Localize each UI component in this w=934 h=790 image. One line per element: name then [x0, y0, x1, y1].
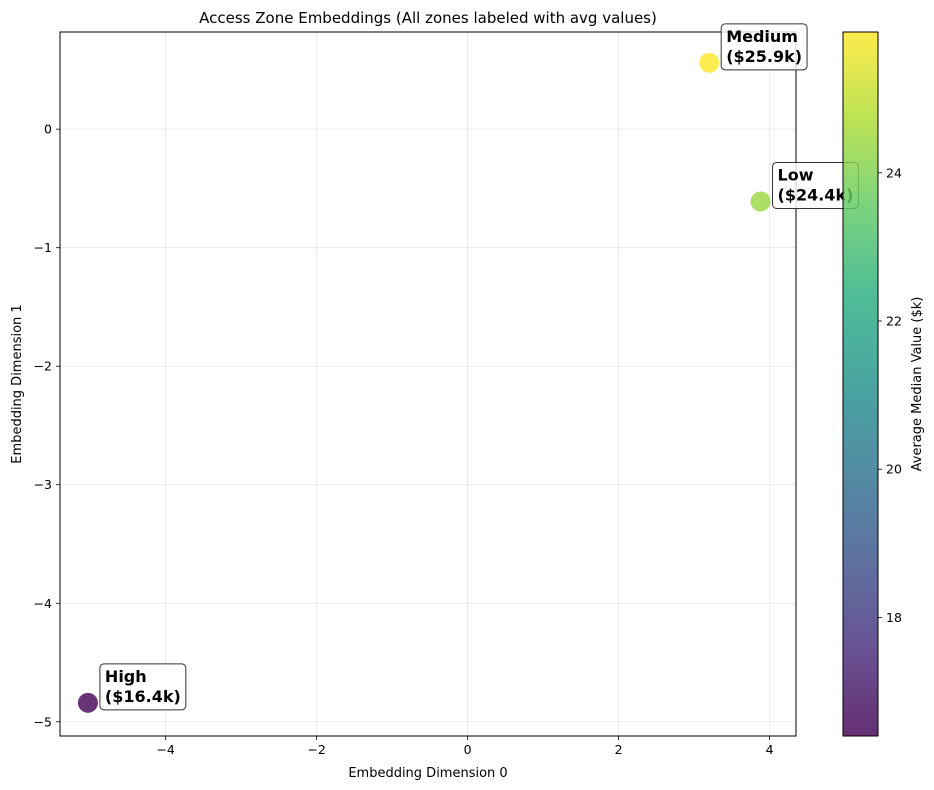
- x-tick-label: 0: [464, 742, 472, 757]
- y-axis-label: Embedding Dimension 1: [10, 304, 25, 463]
- colorbar: 18 20 22 24: [842, 31, 902, 737]
- y-tick-label: −1: [34, 240, 52, 255]
- annotation-medium: Medium($25.9k): [720, 23, 808, 71]
- colorbar-frame: [842, 31, 879, 737]
- y-tick-label: −3: [34, 477, 52, 492]
- annotation-high: High($16.4k): [99, 663, 187, 711]
- data-points: [77, 52, 771, 713]
- colorbar-tick-label: 18: [886, 610, 902, 625]
- y-tick-label: 0: [44, 122, 52, 137]
- colorbar-tick-label: 22: [886, 314, 902, 329]
- annotation-low: Low($24.4k): [772, 161, 859, 209]
- chart-title: Access Zone Embeddings (All zones labele…: [199, 9, 657, 27]
- colorbar-tick-label: 20: [886, 462, 902, 477]
- y-tick-label: −5: [34, 714, 52, 729]
- annotation-value: ($16.4k): [105, 687, 181, 706]
- y-tick-label: −4: [34, 596, 52, 611]
- grid: [60, 32, 796, 736]
- colorbar-tick-label: 24: [886, 165, 902, 180]
- annotation-value: ($25.9k): [726, 47, 802, 66]
- annotation-box: [720, 23, 808, 71]
- annotation-label: Low: [778, 165, 814, 184]
- annotation-label: High: [105, 667, 147, 686]
- colorbar-label: Average Median Value ($k): [910, 297, 925, 472]
- colorbar-gradient: [843, 32, 878, 736]
- plot-frame: [59, 31, 797, 737]
- annotation-box: [99, 663, 187, 711]
- axis-ticks: −4 −2 0 2 4 0 −1 −2 −3 −4 −5: [34, 122, 774, 757]
- annotation-value: ($24.4k): [778, 185, 854, 204]
- x-tick-label: −4: [156, 742, 174, 757]
- x-tick-label: −2: [307, 742, 325, 757]
- point-medium: [699, 52, 720, 73]
- annotations: Medium($25.9k) Low($24.4k) High($16.4k): [99, 23, 859, 711]
- annotation-label: Medium: [726, 27, 798, 46]
- x-tick-label: 2: [615, 742, 623, 757]
- point-low: [750, 191, 771, 212]
- x-tick-label: 4: [766, 742, 774, 757]
- x-axis-label: Embedding Dimension 0: [348, 766, 507, 781]
- point-high: [77, 692, 98, 713]
- y-tick-label: −2: [34, 359, 52, 374]
